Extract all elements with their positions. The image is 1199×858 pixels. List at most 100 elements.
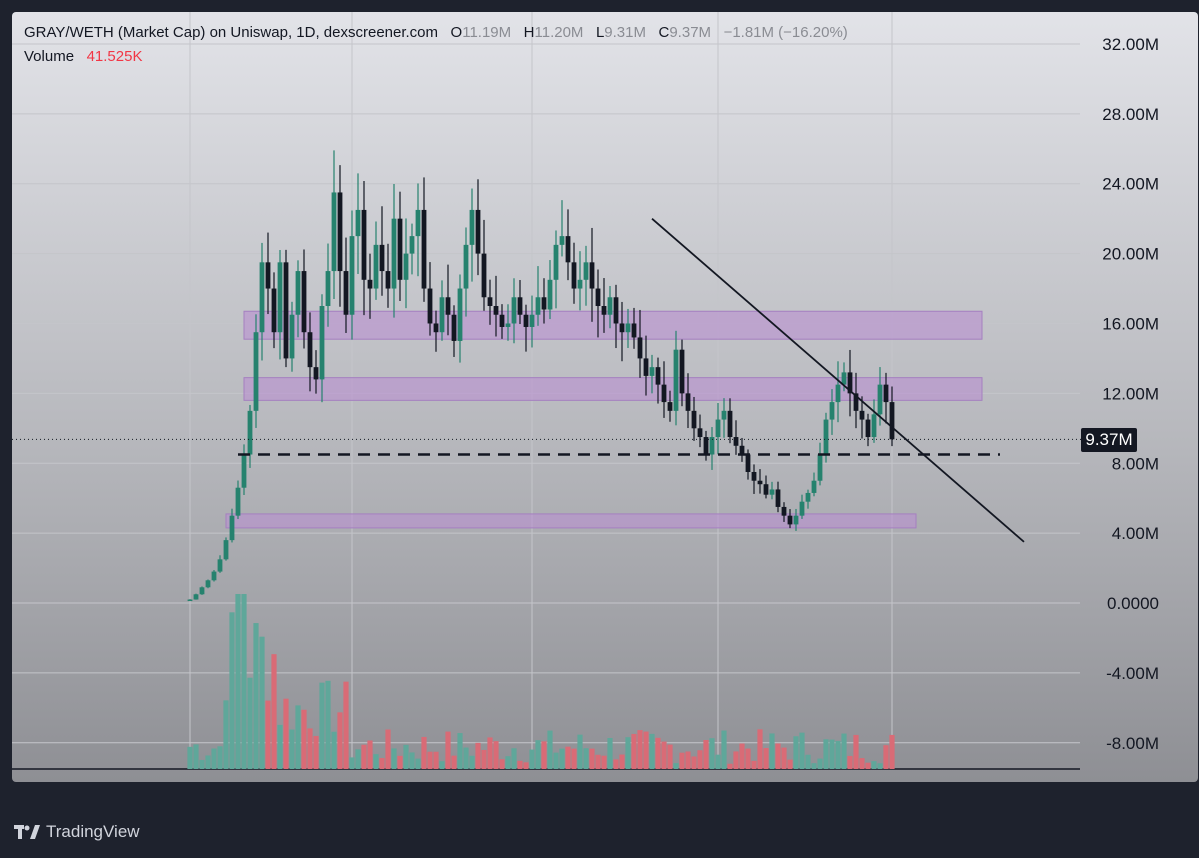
candle-body: [385, 271, 391, 289]
volume-bar: [817, 758, 823, 769]
volume-bar: [535, 740, 541, 769]
volume-bar: [403, 744, 409, 769]
volume-bar: [391, 748, 397, 769]
candle-body: [295, 271, 301, 315]
volume-bar: [523, 762, 529, 769]
volume-bar: [217, 746, 223, 769]
candle-body: [649, 367, 655, 376]
candle-body: [787, 515, 793, 525]
low-label: L: [595, 24, 605, 41]
candle-body: [673, 349, 679, 411]
volume-bar: [691, 756, 697, 769]
volume-bar: [307, 728, 313, 769]
chart-panel[interactable]: 4JulAugSepOct32.00M28.00M24.00M20.00M16.…: [12, 12, 1198, 782]
volume-bar: [241, 594, 247, 769]
volume-bar: [583, 748, 589, 769]
candle-body: [313, 367, 319, 380]
volume-bar: [889, 734, 895, 769]
volume-bar: [727, 763, 733, 769]
y-tick-label: 24.00M: [1102, 175, 1159, 194]
volume-bar: [769, 733, 775, 769]
volume-bar: [703, 739, 709, 769]
candle-body: [781, 506, 787, 516]
volume-bar: [325, 680, 331, 769]
candle-body: [841, 372, 847, 385]
volume-bar: [841, 733, 847, 769]
volume-bar: [277, 724, 283, 769]
price-zone: [225, 513, 917, 529]
volume-bar: [451, 755, 457, 769]
change-value: −1.81M (−16.20%): [723, 24, 848, 41]
candle-body: [373, 244, 379, 289]
candle-body: [667, 402, 673, 411]
volume-bar: [847, 755, 853, 769]
volume-bar: [505, 756, 511, 769]
candle-body: [289, 314, 295, 359]
candle-body: [511, 297, 517, 324]
candle-body: [817, 454, 823, 481]
volume-bar: [487, 737, 493, 769]
y-tick-label: -4.00M: [1106, 664, 1159, 683]
volume-bar: [199, 759, 205, 769]
tradingview-logo-icon: [14, 825, 40, 839]
candle-body: [829, 402, 835, 420]
volume-bar: [745, 748, 751, 769]
candle-body: [871, 414, 877, 438]
candle-body: [625, 323, 631, 333]
y-tick-label: 20.00M: [1102, 245, 1159, 264]
candle-body: [187, 599, 193, 602]
close-label: C: [658, 24, 670, 41]
volume-bar: [415, 758, 421, 769]
candle-body: [505, 323, 511, 327]
volume-bar: [571, 748, 577, 769]
candle-body: [691, 410, 697, 429]
volume-bar: [559, 748, 565, 769]
candle-body: [421, 209, 427, 289]
candle-body: [205, 580, 211, 588]
volume-bar: [517, 760, 523, 769]
volume-bar: [499, 759, 505, 769]
candle-body: [541, 297, 547, 310]
volume-bar: [343, 681, 349, 769]
candle-body: [595, 288, 601, 307]
volume-bar: [853, 734, 859, 769]
volume-bar: [673, 763, 679, 769]
candle-body: [577, 279, 583, 289]
y-tick-label: -8.00M: [1106, 734, 1159, 753]
volume-bar: [655, 737, 661, 769]
candle-body: [613, 297, 619, 324]
candle-body: [229, 515, 235, 541]
branding[interactable]: TradingView: [14, 822, 140, 842]
candle-body: [451, 314, 457, 341]
candle-body: [433, 323, 439, 333]
candle-body: [463, 244, 469, 289]
volume-bar: [547, 730, 553, 769]
candle-body: [805, 492, 811, 502]
volume-bar: [775, 743, 781, 769]
volume-bar: [709, 738, 715, 769]
volume-bar: [859, 758, 865, 769]
candlestick-chart[interactable]: 4JulAugSepOct32.00M28.00M24.00M20.00M16.…: [12, 12, 1198, 782]
price-zone: [243, 377, 983, 401]
candle-body: [253, 332, 259, 411]
volume-bar: [445, 731, 451, 769]
volume-bar: [271, 654, 277, 769]
volume-bar: [475, 742, 481, 769]
price-zone: [243, 310, 983, 340]
volume-bar: [205, 755, 211, 769]
candle-body: [775, 489, 781, 507]
volume-bar: [373, 754, 379, 769]
candle-body: [283, 262, 289, 359]
candle-body: [199, 587, 205, 595]
candle-body: [757, 480, 763, 485]
y-tick-label: 16.00M: [1102, 314, 1159, 333]
candle-body: [877, 384, 883, 415]
candle-body: [391, 218, 397, 289]
candle-body: [217, 559, 223, 572]
volume-bar: [259, 636, 265, 769]
legend-line-1: GRAY/WETH (Market Cap) on Uniswap, 1D, d…: [24, 24, 848, 41]
volume-bar: [865, 762, 871, 769]
volume-bar: [631, 733, 637, 769]
candle-body: [475, 209, 481, 254]
volume-bar: [733, 751, 739, 769]
